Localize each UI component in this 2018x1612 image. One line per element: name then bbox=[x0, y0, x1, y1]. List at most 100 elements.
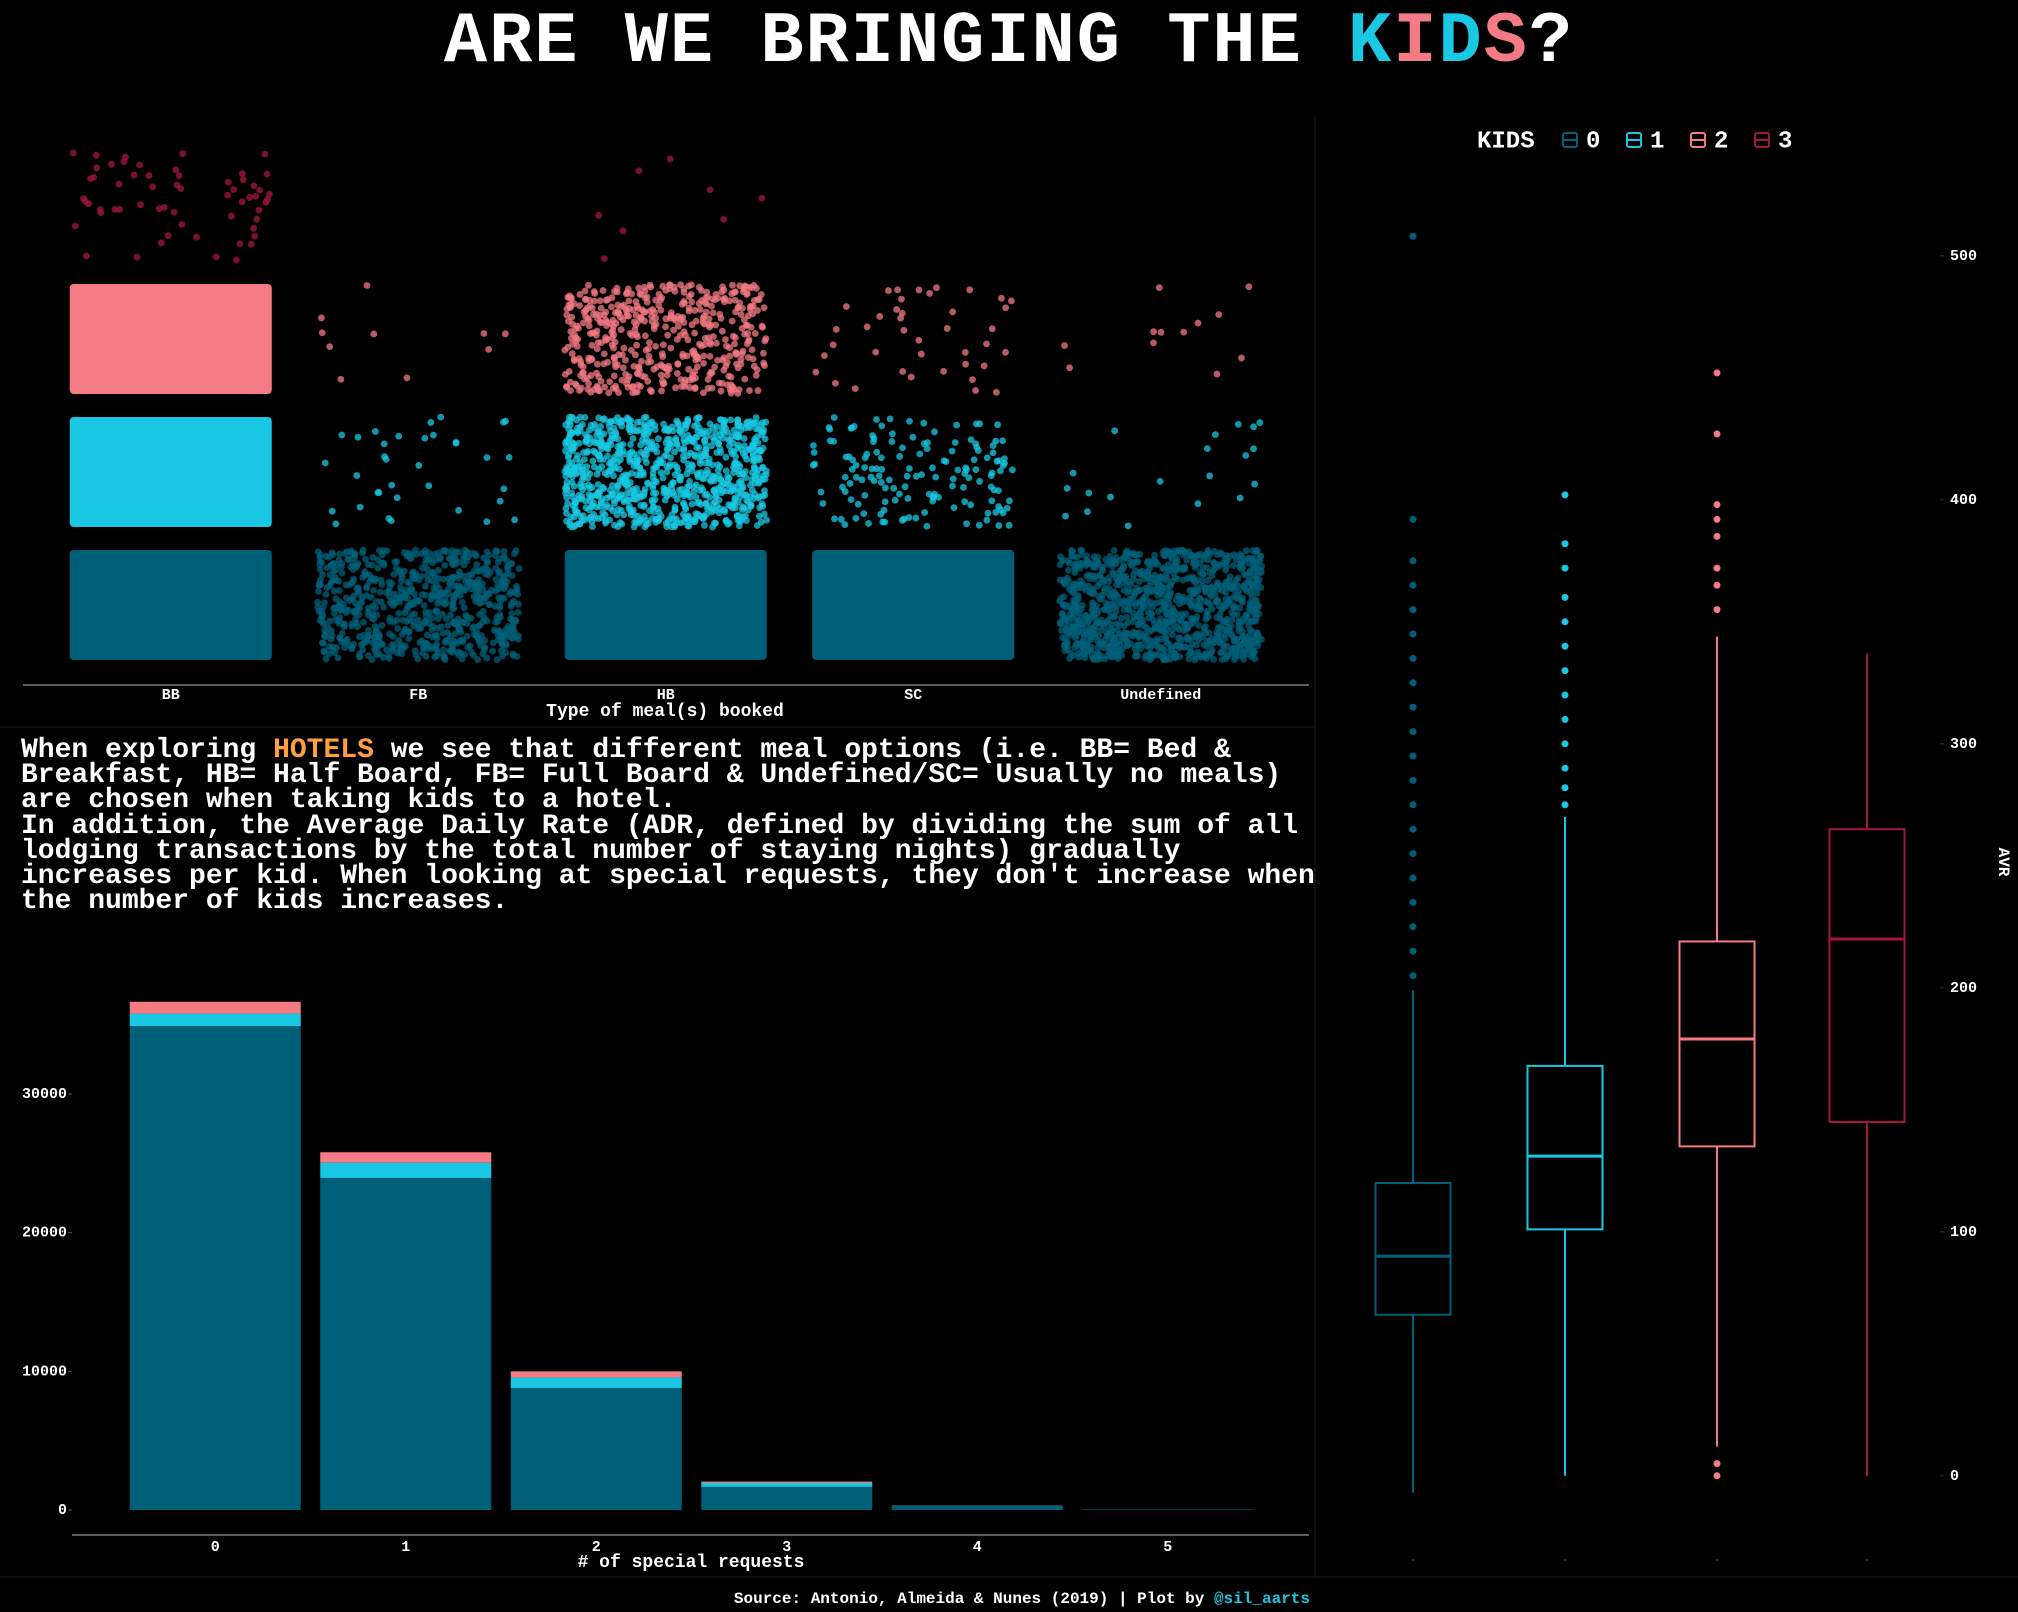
jitter-point bbox=[867, 473, 875, 481]
jitter-point bbox=[253, 215, 261, 223]
jitter-point bbox=[372, 598, 380, 605]
jitter-point bbox=[635, 519, 643, 527]
jitter-point bbox=[1075, 594, 1082, 602]
jitter-point bbox=[712, 519, 719, 527]
jitter-point bbox=[983, 340, 990, 348]
jitter-point bbox=[351, 563, 359, 571]
jitter-point bbox=[511, 516, 518, 524]
jitter-point bbox=[821, 352, 828, 360]
jitter-point bbox=[905, 514, 913, 521]
jitter-point bbox=[97, 209, 105, 216]
jitter-point bbox=[480, 614, 488, 621]
jitter-point bbox=[514, 635, 522, 643]
x-tick bbox=[1716, 1559, 1718, 1561]
jitter-point bbox=[873, 448, 881, 456]
jitter-point bbox=[617, 326, 625, 334]
title-letter: S bbox=[1483, 1, 1529, 83]
jitter-point bbox=[362, 555, 369, 563]
handle: @sil_aarts bbox=[1213, 1590, 1310, 1608]
outlier bbox=[1561, 801, 1569, 809]
jitter-point bbox=[567, 387, 574, 395]
jitter-point bbox=[434, 615, 442, 623]
jitter-point bbox=[1209, 567, 1217, 575]
outlier bbox=[1409, 923, 1417, 931]
jitter-point bbox=[653, 463, 660, 471]
jitter-point bbox=[1207, 584, 1215, 592]
jitter-point bbox=[322, 655, 330, 663]
outlier bbox=[1561, 740, 1569, 748]
jitter-point bbox=[655, 301, 663, 309]
outlier bbox=[1409, 972, 1417, 980]
jitter-point bbox=[354, 433, 362, 441]
jitter-point bbox=[490, 626, 498, 634]
jitter-point bbox=[734, 390, 742, 397]
jitter-point bbox=[1062, 603, 1070, 611]
jitter-point bbox=[1233, 611, 1241, 618]
jitter-point bbox=[388, 579, 396, 587]
jitter-point bbox=[565, 368, 573, 375]
jitter-point bbox=[680, 319, 688, 326]
jitter-point bbox=[1170, 654, 1178, 661]
jitter-point bbox=[851, 385, 859, 393]
jitter-point bbox=[1197, 606, 1205, 613]
jitter-point bbox=[641, 430, 648, 438]
jitter-point bbox=[370, 587, 378, 594]
jitter-point bbox=[332, 520, 340, 528]
jitter-point bbox=[1114, 593, 1122, 601]
jitter-point bbox=[708, 442, 715, 450]
jitter-point bbox=[1110, 547, 1118, 554]
jitter-point bbox=[334, 654, 342, 662]
jitter-cell bbox=[69, 149, 273, 264]
jitter-point bbox=[335, 602, 343, 610]
jitter-point bbox=[1216, 639, 1223, 647]
jitter-point bbox=[961, 470, 969, 477]
jitter-point bbox=[700, 427, 708, 435]
jitter-point bbox=[479, 608, 487, 615]
jitter-point bbox=[762, 335, 770, 343]
jitter-point bbox=[583, 463, 591, 470]
jitter-point bbox=[923, 445, 931, 453]
jitter-point bbox=[460, 572, 468, 580]
jitter-point bbox=[605, 389, 613, 397]
jitter-point bbox=[1156, 615, 1164, 623]
jitter-cell bbox=[809, 414, 1016, 530]
jitter-point bbox=[474, 634, 482, 641]
jitter-point bbox=[335, 556, 343, 564]
jitter-point bbox=[763, 516, 771, 524]
jitter-point bbox=[366, 571, 373, 579]
jitter-point bbox=[1238, 641, 1246, 648]
jitter-point bbox=[698, 342, 705, 350]
jitter-point bbox=[700, 512, 708, 520]
jitter-point bbox=[1116, 621, 1124, 629]
jitter-point bbox=[394, 624, 401, 632]
jitter-point bbox=[1168, 645, 1176, 653]
jitter-point bbox=[1120, 554, 1128, 561]
outlier bbox=[1713, 369, 1721, 377]
jitter-point bbox=[351, 550, 359, 557]
jitter-point bbox=[688, 321, 696, 329]
jitter-point bbox=[658, 294, 665, 302]
jitter-point bbox=[1061, 647, 1069, 655]
jitter-point bbox=[1257, 569, 1265, 576]
jitter-point bbox=[625, 305, 633, 312]
jitter-point bbox=[614, 506, 622, 513]
jitter-point bbox=[912, 514, 920, 522]
outlier bbox=[1713, 1460, 1721, 1468]
jitter-point bbox=[1091, 625, 1099, 633]
y-tick-label: 30000 bbox=[22, 1086, 67, 1103]
jitter-point bbox=[468, 648, 475, 656]
jitter-point bbox=[93, 164, 101, 172]
jitter-point bbox=[613, 284, 621, 292]
jitter-point bbox=[716, 416, 724, 424]
jitter-point bbox=[702, 499, 710, 507]
jitter-point bbox=[1069, 469, 1077, 477]
jitter-point bbox=[995, 457, 1003, 465]
jitter-point bbox=[380, 603, 388, 611]
jitter-point bbox=[879, 518, 887, 526]
jitter-point bbox=[1227, 622, 1235, 630]
jitter-point bbox=[1134, 652, 1141, 660]
x-axis-title: Type of meal(s) booked bbox=[546, 702, 784, 722]
title-text: ARE WE BRINGING THE bbox=[443, 1, 1349, 83]
outlier bbox=[1561, 618, 1569, 626]
jitter-point bbox=[115, 180, 123, 188]
